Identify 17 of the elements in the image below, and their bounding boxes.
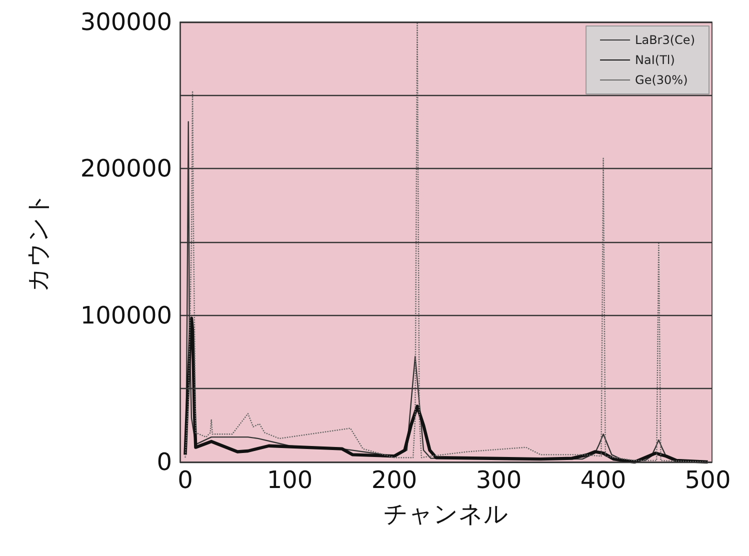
x-tick-label: 400: [580, 466, 626, 494]
y-axis-title: カウント: [24, 192, 52, 292]
line-series: [184, 21, 708, 463]
x-tick-label: 300: [476, 466, 522, 494]
legend-label: LaBr3(Ce): [635, 33, 696, 47]
legend-label: Ge(30%): [635, 73, 688, 87]
y-tick-label: 300000: [80, 8, 172, 36]
line-series: [184, 316, 710, 464]
legend-label: NaI(Tl): [635, 53, 675, 67]
y-tick-label: 0: [156, 448, 172, 476]
x-tick-label: 200: [371, 466, 418, 494]
x-tick-label: 100: [266, 466, 313, 494]
x-tick-label: 500: [684, 466, 731, 494]
y-tick-label: 200000: [80, 154, 172, 183]
x-tick-label: 0: [178, 466, 193, 494]
x-axis-title: チャンネル: [384, 500, 508, 528]
y-tick-label: 100000: [80, 301, 172, 330]
